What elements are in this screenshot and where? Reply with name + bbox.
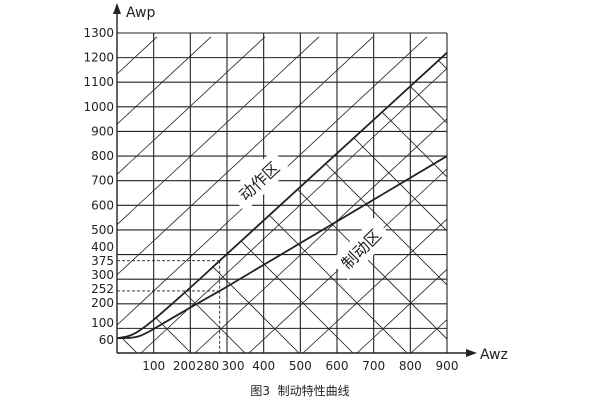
y-tick-label: 400 xyxy=(91,240,114,254)
x-tick-label: 200 xyxy=(173,359,196,373)
x-tick-label: 700 xyxy=(362,359,385,373)
hatch-line-ascending xyxy=(410,318,447,353)
y-tick-label: 800 xyxy=(91,149,114,163)
x-tick-label: 500 xyxy=(289,359,312,373)
figure-caption: 图3 制动特性曲线 xyxy=(250,383,349,398)
hatch-line-ascending xyxy=(465,37,600,353)
hatch-line-descending xyxy=(356,52,447,353)
x-tick-label: 600 xyxy=(326,359,349,373)
y-tick-label: 252 xyxy=(91,282,114,296)
hatch-line-ascending xyxy=(519,37,600,353)
y-axis-label: Awp xyxy=(126,5,155,21)
tick-labels: 100 200 280 300 400 500 600 700 800 9006010020025… xyxy=(83,26,458,373)
reference-lines xyxy=(117,260,221,353)
x-tick-label: 100 xyxy=(142,359,165,373)
hatch-line-ascending xyxy=(117,36,320,226)
hatch-line-ascending xyxy=(117,36,374,276)
y-tick-label: 1200 xyxy=(83,51,114,65)
hatch-line-descending xyxy=(302,52,447,353)
y-tick-label: 100 xyxy=(91,316,114,330)
hatch-line-ascending xyxy=(302,218,447,353)
hatch-line-ascending xyxy=(117,36,158,75)
hatch-line-ascending xyxy=(248,168,447,353)
hatch-line-descending xyxy=(573,33,600,373)
y-tick-label: 375 xyxy=(91,254,114,268)
x-tick-label: 300 xyxy=(222,359,245,373)
y-tick-label: 900 xyxy=(91,124,114,138)
axes xyxy=(113,3,477,357)
hatch-line-descending xyxy=(117,52,158,353)
hatch-line-descending xyxy=(117,52,266,353)
hatch-line-descending xyxy=(465,33,600,373)
hatch-line-ascending xyxy=(117,36,212,125)
y-tick-label: 700 xyxy=(91,174,114,188)
hatch-line-descending xyxy=(410,52,447,353)
y-tick-label: 300 xyxy=(91,268,114,282)
hatch-line-ascending xyxy=(194,118,447,353)
hatch-line-descending xyxy=(519,33,600,373)
x-tick-label: 900 xyxy=(436,359,459,373)
x-axis-arrow-icon xyxy=(466,349,477,357)
y-tick-label: 1100 xyxy=(83,75,114,89)
y-tick-label: 200 xyxy=(91,296,114,310)
y-tick-label: 1300 xyxy=(83,26,114,40)
x-tick-label: 280 xyxy=(196,359,219,373)
y-tick-label: 60 xyxy=(99,333,114,347)
x-tick-label: 400 xyxy=(252,359,275,373)
braking-curve xyxy=(116,155,448,340)
x-axis-label: Awz xyxy=(480,347,508,363)
hatch-line-ascending xyxy=(573,37,600,353)
y-tick-label: 500 xyxy=(91,223,114,237)
hatch-line-ascending xyxy=(356,268,447,353)
x-tick-label: 800 xyxy=(399,359,422,373)
curves xyxy=(116,52,448,340)
y-tick-label: 600 xyxy=(91,198,114,212)
y-tick-label: 1000 xyxy=(83,100,114,114)
hatch-line-ascending xyxy=(117,36,266,175)
action-curve xyxy=(116,52,448,340)
hatch-line-ascending xyxy=(140,67,447,353)
grid xyxy=(117,32,448,353)
y-axis-arrow-icon xyxy=(113,3,121,14)
